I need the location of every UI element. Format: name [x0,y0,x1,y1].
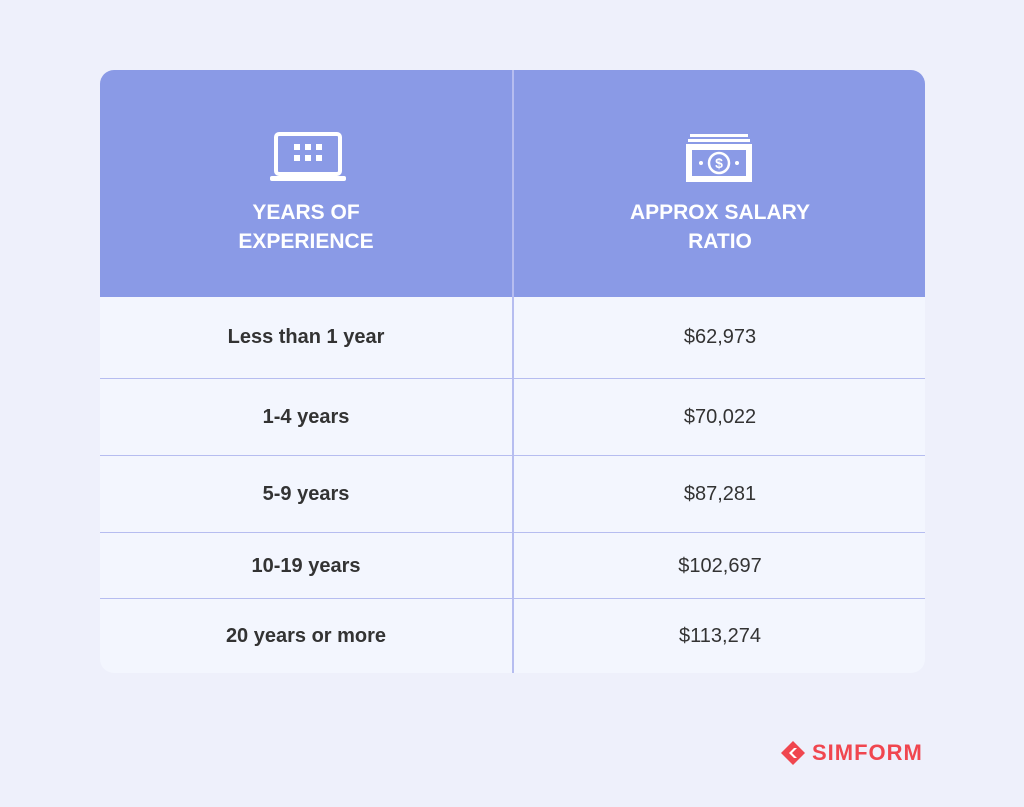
money-icon: $ [686,134,752,182]
experience-cell: Less than 1 year [227,326,385,348]
svg-text:$: $ [715,155,723,171]
experience-cell: 1-4 years [262,406,350,428]
table-row: Less than 1 year $62,973 [100,297,925,378]
column-divider [512,70,514,673]
salary-table: YEARS OF EXPERIENCE $ APPROX SALARY RATI… [100,70,925,673]
salary-cell: $102,697 [678,554,762,577]
salary-cell: $62,973 [683,326,757,348]
logo-icon [781,741,805,765]
experience-cell: 20 years or more [225,625,387,647]
logo-text: SIMFORM [812,740,923,765]
salary-cell: $87,281 [683,483,757,505]
header-text: YEARS OF EXPERIENCE [238,201,374,253]
header-text: APPROX SALARY RATIO [629,201,811,253]
logo: SIMFORM [780,740,923,766]
experience-cell: 10-19 years [251,554,361,577]
laptop-icon [270,132,346,181]
salary-cell: $70,022 [683,406,757,428]
header-cell: $ APPROX SALARY RATIO [514,70,925,297]
header-cell: YEARS OF EXPERIENCE [100,70,512,297]
experience-cell: 5-9 years [262,483,350,505]
salary-cell: $113,274 [679,625,761,647]
